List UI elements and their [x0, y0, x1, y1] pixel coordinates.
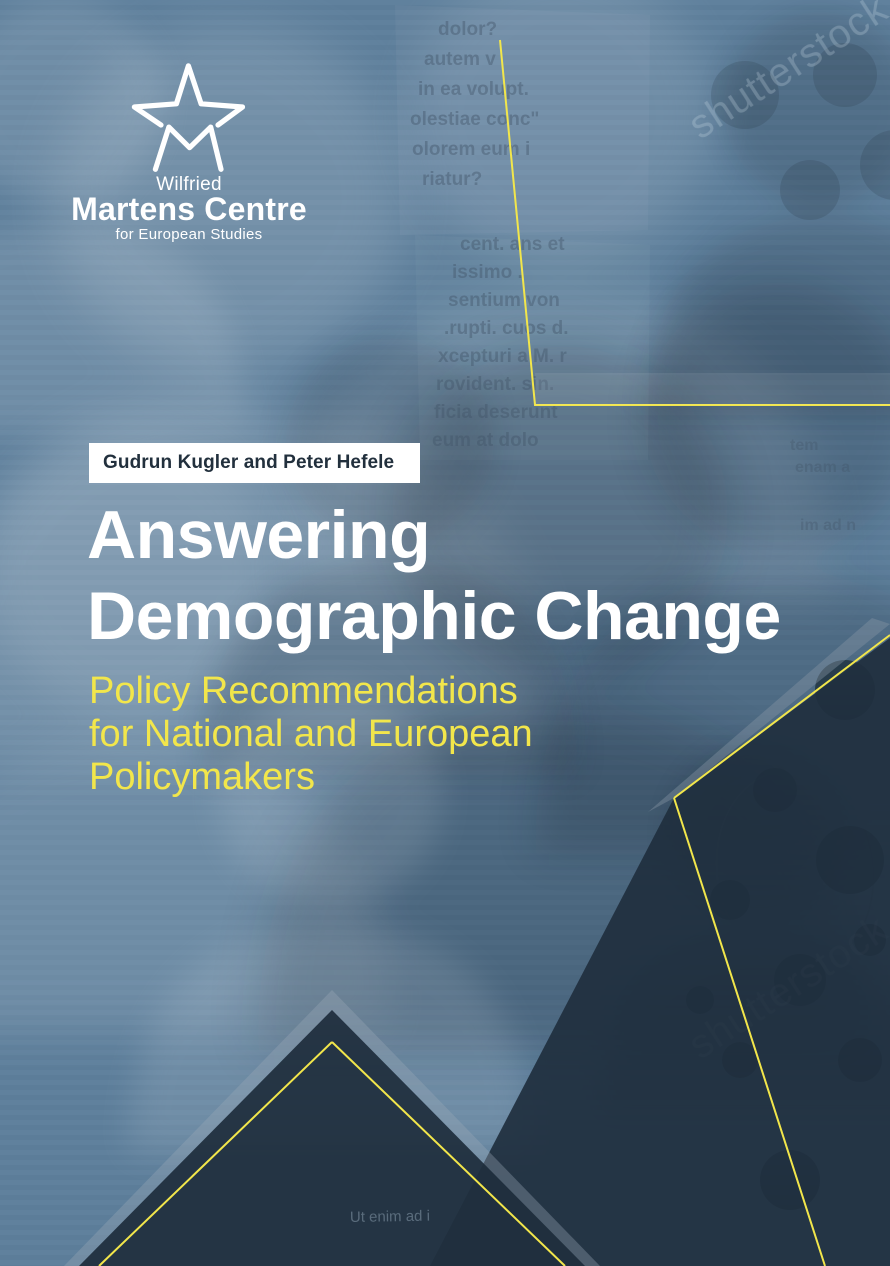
- svg-text:.rupti. cuos d.: .rupti. cuos d.: [444, 318, 569, 339]
- svg-text:olestiae conc": olestiae conc": [410, 109, 539, 130]
- svg-text:sentium von: sentium von: [448, 290, 560, 311]
- svg-text:in ea volupt.: in ea volupt.: [418, 79, 529, 100]
- svg-text:tem: tem: [790, 437, 818, 454]
- svg-text:autem v: autem v: [424, 49, 496, 70]
- svg-text:Ut enim ad i: Ut enim ad i: [350, 1208, 430, 1226]
- svg-text:eum at dolo: eum at dolo: [432, 430, 539, 451]
- svg-text:olorem eum i: olorem eum i: [412, 139, 530, 160]
- svg-text:issimo .: issimo .: [452, 262, 523, 283]
- svg-text:dolor?: dolor?: [438, 19, 497, 40]
- svg-text:xcepturi a M. r: xcepturi a M. r: [438, 346, 567, 367]
- svg-text:enam a: enam a: [795, 459, 850, 476]
- svg-text:cent. ans et: cent. ans et: [460, 234, 565, 255]
- svg-text:riatur?: riatur?: [422, 169, 482, 190]
